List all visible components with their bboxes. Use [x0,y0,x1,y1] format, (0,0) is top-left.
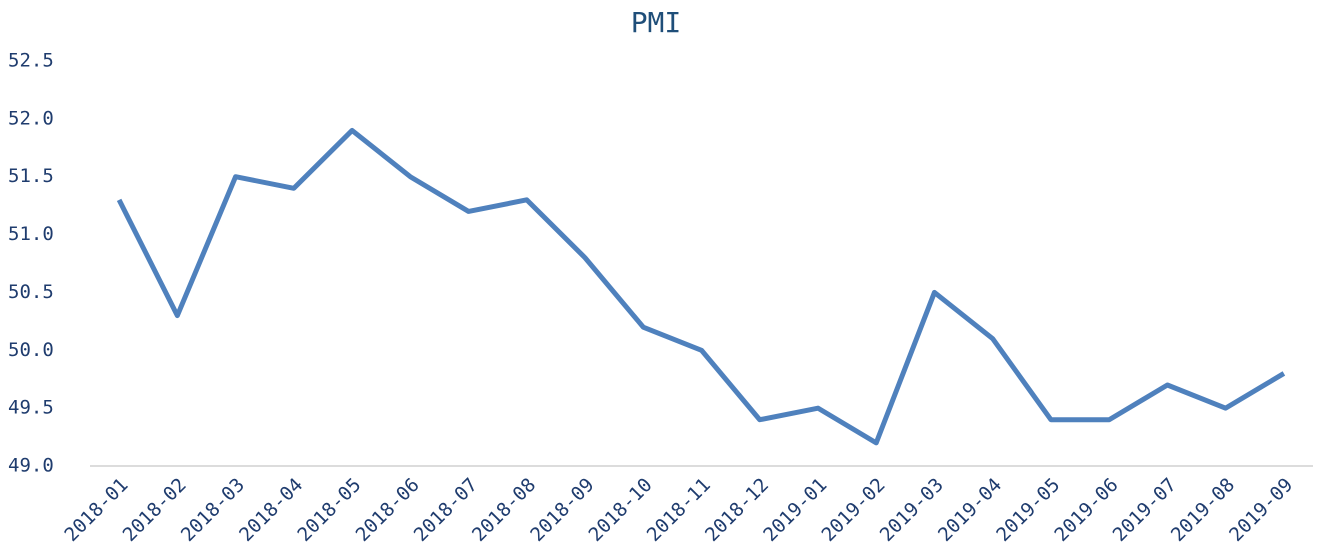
y-tick-label: 52.0 [8,107,54,129]
y-tick-label: 51.5 [8,165,54,187]
x-tick-label: 2018-02 [119,474,191,546]
chart-title: PMI [631,6,682,39]
y-tick-label: 49.0 [8,455,54,477]
x-tick-label: 2019-08 [1167,474,1239,546]
line [116,127,1286,446]
y-tick-label: 51.0 [8,223,54,245]
x-tick-label: 2018-06 [352,474,424,546]
x-tick-label: 2019-01 [759,474,831,546]
y-tick-label: 50.0 [8,339,54,361]
y-tick-label: 50.5 [8,281,54,303]
x-tick-label: 2019-06 [1050,474,1122,546]
x-tick-label: 2018-01 [60,474,132,546]
x-tick-label: 2018-10 [585,474,657,546]
x-tick-label: 2019-02 [817,474,889,546]
x-tick-label: 2018-12 [701,474,773,546]
x-tick-label: 2019-07 [1109,474,1181,546]
x-tick-label: 2018-11 [643,474,715,546]
x-tick-label: 2018-08 [468,474,540,546]
x-tick-label: 2019-05 [992,474,1064,546]
x-tick-label: 2018-03 [177,474,249,546]
y-tick-label: 49.5 [8,397,54,419]
y-tick-label: 52.5 [8,50,54,72]
x-tick-label: 2018-05 [293,474,365,546]
x-tick-label: 2018-09 [526,474,598,546]
x-tick-label: 2019-04 [934,474,1006,546]
x-tick-label: 2018-04 [235,474,307,546]
x-tick-label: 2019-09 [1225,474,1297,546]
x-tick-label: 2019-03 [876,474,948,546]
x-tick-label: 2018-07 [410,474,482,546]
